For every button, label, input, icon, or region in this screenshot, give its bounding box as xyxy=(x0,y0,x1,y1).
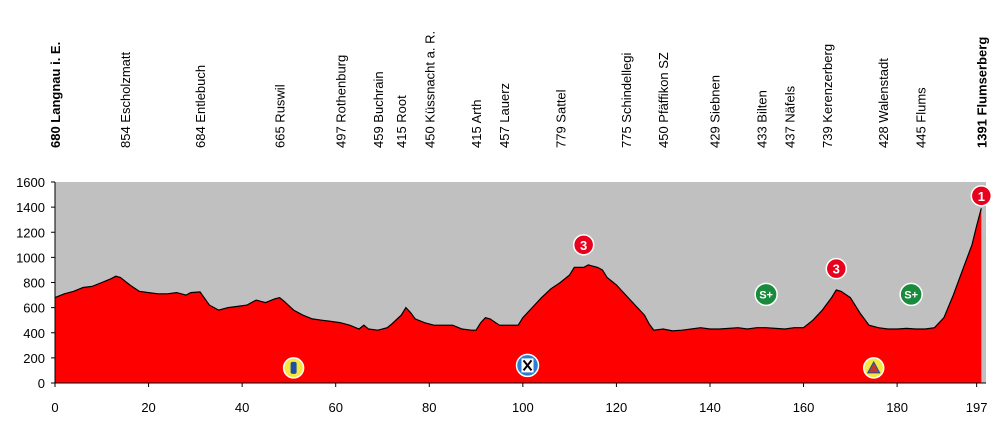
place-label: 739 Kerenzerberg xyxy=(820,44,835,148)
x-tick-label: 120 xyxy=(606,400,628,415)
place-label: 450 Küssnacht a. R. xyxy=(422,31,437,148)
climb-category-label: 1 xyxy=(978,189,985,204)
x-tick-label: 160 xyxy=(793,400,815,415)
place-label: 459 Buchrain xyxy=(371,71,386,148)
place-label: 415 Root xyxy=(394,95,409,148)
place-label: 684 Entlebuch xyxy=(193,65,208,148)
place-label: 665 Ruswil xyxy=(273,84,288,148)
intermediate-time-icon-cross xyxy=(522,359,533,372)
sprint-icon xyxy=(754,282,778,307)
place-label: 775 Schindellegi xyxy=(619,52,634,148)
y-tick-label: 1000 xyxy=(16,250,45,265)
y-tick-label: 1600 xyxy=(16,175,45,190)
y-tick-label: 1200 xyxy=(16,225,45,240)
x-tick-label: 60 xyxy=(328,400,342,415)
sprint-label: S+ xyxy=(759,289,773,301)
place-label: 437 Näfels xyxy=(783,85,798,148)
profile-layer xyxy=(54,208,982,383)
x-tick-label: 20 xyxy=(141,400,155,415)
climb-category-icon xyxy=(572,234,595,256)
climb-category-icon xyxy=(970,185,993,207)
place-label: 497 Rothenburg xyxy=(333,55,348,148)
climb-category-label: 3 xyxy=(833,262,840,277)
y-tick-label: 1400 xyxy=(16,200,45,215)
x-tick-label: 180 xyxy=(886,400,908,415)
x-tick-label: 140 xyxy=(699,400,721,415)
place-label: 680 Langnau i. E. xyxy=(48,42,63,148)
x-tick-label: 100 xyxy=(512,400,534,415)
place-label: 457 Lauerz xyxy=(497,83,512,148)
climb-category-icon xyxy=(825,257,848,280)
x-tick-label: 40 xyxy=(235,400,249,415)
y-tick-label: 600 xyxy=(23,301,45,316)
profile-line xyxy=(54,208,982,332)
place-label: 429 Siebnen xyxy=(708,75,723,148)
place-label: 450 Pfäffikon SZ xyxy=(656,52,671,148)
place-label: 433 Bilten xyxy=(754,90,769,148)
y-tick-label: 800 xyxy=(23,276,45,291)
y-tick-label: 0 xyxy=(38,376,45,391)
climb-category-label: 3 xyxy=(580,238,587,253)
place-label: 445 Flums xyxy=(914,87,929,148)
place-label: 779 Sattel xyxy=(553,89,568,148)
place-label: 428 Walenstadt xyxy=(876,58,891,148)
route-markers: 3 3 1 S+ S+ xyxy=(282,185,993,379)
y-tick-label: 400 xyxy=(23,326,45,341)
profile-area xyxy=(55,208,982,383)
x-axis-ticks: 0 20 40 60 80 100 120 140 160 180 197 xyxy=(51,383,987,415)
king-of-mountain-icon-peak xyxy=(866,360,881,374)
x-tick-label: 80 xyxy=(422,400,436,415)
y-tick-label: 200 xyxy=(23,351,45,366)
y-axis-ticks: 0 200 400 600 800 1000 1200 1400 1600 xyxy=(16,175,55,391)
x-tick-label: 197 xyxy=(966,400,988,415)
feed-zone-icon-bottle xyxy=(290,361,297,374)
place-label: 1391 Flumserberg xyxy=(974,37,989,148)
sprint-label: S+ xyxy=(904,289,918,301)
place-label: 854 Escholzmatt xyxy=(118,52,133,148)
place-label: 415 Arth xyxy=(469,100,484,148)
x-tick-label: 0 xyxy=(51,400,58,415)
sprint-icon xyxy=(899,282,923,307)
place-labels: 680 Langnau i. E. 854 Escholzmatt 684 Entl… xyxy=(48,31,989,148)
